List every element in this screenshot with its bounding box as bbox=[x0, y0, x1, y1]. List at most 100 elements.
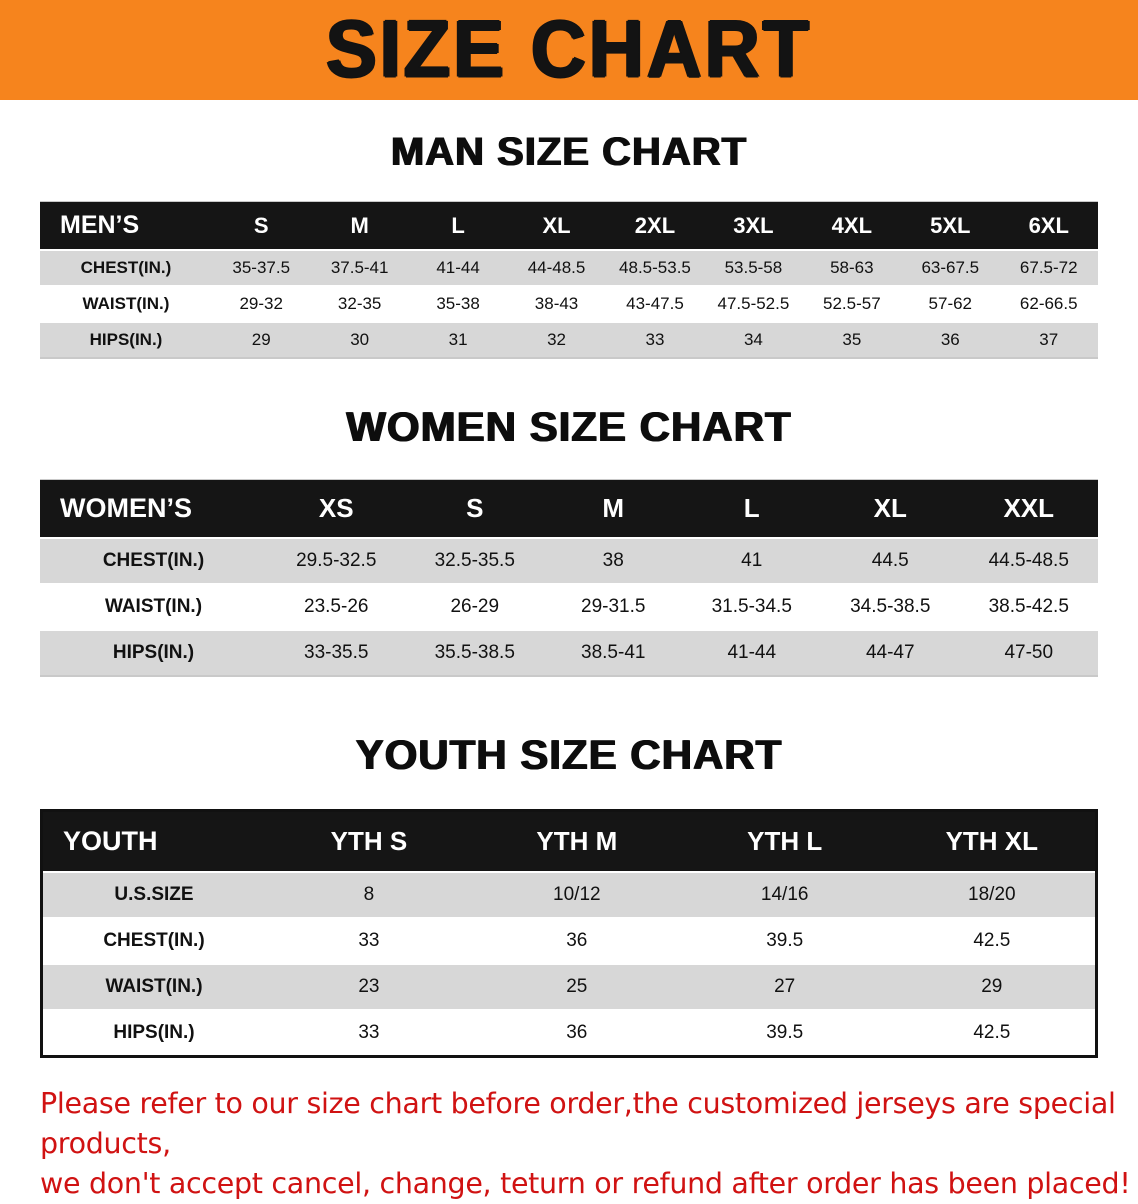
size-value-cell: 47-50 bbox=[1004, 642, 1054, 663]
youth-table-header: YOUTH YTH S YTH M YTH L YTH XL bbox=[41, 810, 1097, 872]
size-value-cell: 41-44 bbox=[436, 258, 480, 277]
size-value-cell: 39.5 bbox=[766, 1022, 804, 1043]
size-value-cell: 52.5-57 bbox=[823, 294, 881, 313]
table-row: CHEST(IN.) 33 36 39.5 42.5 bbox=[41, 918, 1097, 964]
size-column-header: 2XL bbox=[634, 212, 676, 238]
row-label: HIPS(IN.) bbox=[113, 1022, 195, 1043]
size-value-cell: 62-66.5 bbox=[1019, 294, 1078, 313]
table-row: HIPS(IN.) 33 36 39.5 42.5 bbox=[41, 1010, 1097, 1057]
row-label: WAIST(IN.) bbox=[105, 976, 203, 997]
size-value-cell: 44.5 bbox=[871, 550, 909, 571]
size-value-cell: 57-62 bbox=[928, 294, 973, 313]
size-value-cell: 37 bbox=[1039, 330, 1059, 349]
order-disclaimer: Please refer to our size chart before or… bbox=[40, 1084, 1138, 1204]
size-column-header: 4XL bbox=[831, 212, 873, 238]
size-value-cell: 29 bbox=[981, 976, 1003, 997]
size-value-cell: 41 bbox=[741, 550, 763, 571]
row-label: CHEST(IN.) bbox=[102, 550, 205, 571]
size-column-header: M bbox=[602, 493, 625, 523]
size-column-header: S bbox=[466, 493, 484, 523]
size-value-cell: 32.5-35.5 bbox=[434, 550, 515, 571]
size-value-cell: 38.5-42.5 bbox=[988, 596, 1069, 617]
size-value-cell: 34.5-38.5 bbox=[850, 596, 931, 617]
size-value-cell: 25 bbox=[566, 976, 588, 997]
size-value-cell: 48.5-53.5 bbox=[619, 258, 691, 277]
women-size-table: WOMEN’S XS S M L XL XXL CHEST(IN.) 29.5-32.5 32.… bbox=[40, 479, 1098, 677]
size-value-cell: 8 bbox=[363, 884, 375, 905]
size-column-header: XXL bbox=[1003, 493, 1055, 523]
size-column-header: XL bbox=[873, 493, 907, 523]
women-table-body: CHEST(IN.) 29.5-32.5 32.5-35.5 38 41 44.5 44.5… bbox=[40, 538, 1098, 676]
size-value-cell: 32 bbox=[547, 330, 566, 349]
size-column-header: YTH L bbox=[747, 826, 823, 856]
size-value-cell: 44-48.5 bbox=[527, 258, 586, 277]
size-value-cell: 44.5-48.5 bbox=[988, 550, 1069, 571]
size-column-header: YTH XL bbox=[945, 826, 1039, 856]
women-size-chart-heading: WOMEN SIZE CHART bbox=[346, 403, 792, 450]
youth-size-table: YOUTH YTH S YTH M YTH L YTH XL U.S.SIZE 8 10/1… bbox=[40, 809, 1098, 1058]
table-header-row: WOMEN’S XS S M L XL XXL bbox=[40, 479, 1098, 538]
size-value-cell: 29-31.5 bbox=[581, 596, 646, 617]
size-value-cell: 53.5-58 bbox=[724, 258, 783, 277]
size-value-cell: 33 bbox=[358, 1022, 380, 1043]
size-value-cell: 35 bbox=[842, 330, 862, 349]
size-value-cell: 42.5 bbox=[973, 1022, 1011, 1043]
size-value-cell: 18/20 bbox=[968, 884, 1016, 905]
size-value-cell: 32-35 bbox=[337, 294, 382, 313]
size-value-cell: 29 bbox=[251, 330, 271, 349]
row-label: WAIST(IN.) bbox=[82, 294, 170, 313]
row-label: HIPS(IN.) bbox=[112, 642, 195, 663]
size-value-cell: 31.5-34.5 bbox=[711, 596, 792, 617]
table-row: WAIST(IN.) 23.5-26 26-29 29-31.5 31.5-34.5 34… bbox=[40, 584, 1098, 630]
size-column-header: 3XL bbox=[733, 212, 774, 238]
row-label: CHEST(IN.) bbox=[103, 930, 205, 951]
size-value-cell: 23.5-26 bbox=[304, 596, 369, 617]
size-value-cell: 43-47.5 bbox=[626, 294, 684, 313]
size-value-cell: 26-29 bbox=[450, 596, 500, 617]
size-value-cell: 27 bbox=[774, 976, 796, 997]
size-chart-banner: SIZE CHART bbox=[0, 0, 1138, 100]
size-value-cell: 31 bbox=[448, 330, 468, 349]
size-column-header: L bbox=[451, 212, 465, 238]
size-value-cell: 35-38 bbox=[436, 294, 480, 313]
row-label: CHEST(IN.) bbox=[80, 258, 172, 277]
table-title-cell: YOUTH bbox=[63, 826, 158, 856]
men-table-body: CHEST(IN.) 35-37.5 37.5-41 41-44 44-48.5 48.5… bbox=[40, 250, 1098, 358]
row-label: WAIST(IN.) bbox=[104, 596, 203, 617]
size-value-cell: 39.5 bbox=[766, 930, 804, 951]
size-value-cell: 44-47 bbox=[865, 642, 915, 663]
man-size-chart-heading: MAN SIZE CHART bbox=[390, 130, 748, 174]
size-column-header: 5XL bbox=[930, 212, 971, 238]
women-table-header: WOMEN’S XS S M L XL XXL bbox=[40, 479, 1098, 538]
table-title-cell: MEN’S bbox=[60, 211, 140, 239]
men-table-header: MEN’S S M L XL 2XL 3XL 4XL 5XL 6XL bbox=[40, 201, 1098, 250]
size-value-cell: 35-37.5 bbox=[232, 258, 291, 277]
row-label: U.S.SIZE bbox=[114, 884, 194, 905]
size-value-cell: 14/16 bbox=[760, 884, 809, 905]
table-row: U.S.SIZE 8 10/12 14/16 18/20 bbox=[41, 872, 1097, 918]
size-value-cell: 33 bbox=[358, 930, 380, 951]
size-value-cell: 38 bbox=[602, 550, 624, 571]
size-column-header: YTH M bbox=[536, 826, 618, 856]
size-value-cell: 33 bbox=[645, 330, 665, 349]
size-value-cell: 63-67.5 bbox=[921, 258, 980, 277]
size-value-cell: 36 bbox=[566, 1022, 588, 1043]
size-column-header: S bbox=[253, 212, 269, 238]
table-row: HIPS(IN.) 33-35.5 35.5-38.5 38.5-41 41-44 44-… bbox=[40, 630, 1098, 676]
youth-table-body: U.S.SIZE 8 10/12 14/16 18/20 CHEST(IN.) 33 36 39… bbox=[41, 872, 1097, 1057]
size-value-cell: 38.5-41 bbox=[581, 642, 646, 663]
table-title-cell: WOMEN’S bbox=[60, 493, 192, 523]
size-value-cell: 29-32 bbox=[239, 294, 283, 313]
page-title: SIZE CHART bbox=[326, 4, 812, 95]
size-value-cell: 47.5-52.5 bbox=[717, 294, 790, 313]
table-row: HIPS(IN.) 29 30 31 32 33 34 35 36 37 bbox=[40, 322, 1098, 358]
size-value-cell: 34 bbox=[743, 330, 763, 349]
men-size-table: MEN’S S M L XL 2XL 3XL 4XL 5XL 6XL CHEST(IN.) 35-3… bbox=[40, 201, 1098, 359]
size-value-cell: 41-44 bbox=[727, 642, 777, 663]
size-value-cell: 38-43 bbox=[534, 294, 579, 313]
size-value-cell: 33-35.5 bbox=[304, 642, 369, 663]
disclaimer-line-1: Please refer to our size chart before or… bbox=[40, 1087, 1116, 1160]
row-label: HIPS(IN.) bbox=[89, 330, 163, 349]
size-value-cell: 37.5-41 bbox=[330, 258, 389, 277]
size-value-cell: 35.5-38.5 bbox=[434, 642, 515, 663]
